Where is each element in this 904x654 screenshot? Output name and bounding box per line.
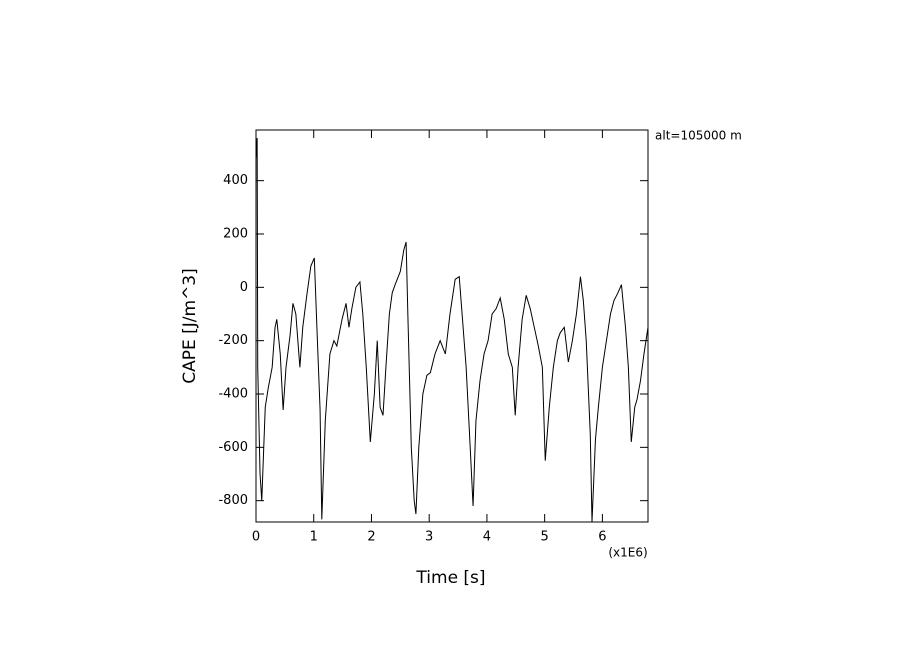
- y-tick-label: 400: [223, 173, 248, 188]
- annotation: alt=105000 m: [655, 129, 742, 143]
- x-tick-label: 6: [598, 530, 606, 545]
- x-tick-label: 2: [367, 530, 375, 545]
- x-tick-label: 5: [541, 530, 549, 545]
- y-tick-label: -200: [218, 333, 248, 348]
- x-tick-label: 4: [483, 530, 491, 545]
- x-tick-label: 3: [425, 530, 433, 545]
- plot-frame: [255, 129, 649, 523]
- x-tick-label: 1: [310, 530, 318, 545]
- y-tick-label: -800: [218, 493, 248, 508]
- x-axis-label: Time [s]: [415, 568, 485, 588]
- y-tick-label: 200: [223, 227, 248, 242]
- y-tick-label: 0: [240, 280, 248, 295]
- data-line: [255, 137, 649, 523]
- x-tick-label: 0: [252, 530, 260, 545]
- y-tick-label: -600: [218, 440, 248, 455]
- y-tick-label: -400: [218, 387, 248, 402]
- y-axis-label: CAPE [J/m^3]: [180, 268, 200, 384]
- x-multiplier: (x1E6): [608, 546, 647, 560]
